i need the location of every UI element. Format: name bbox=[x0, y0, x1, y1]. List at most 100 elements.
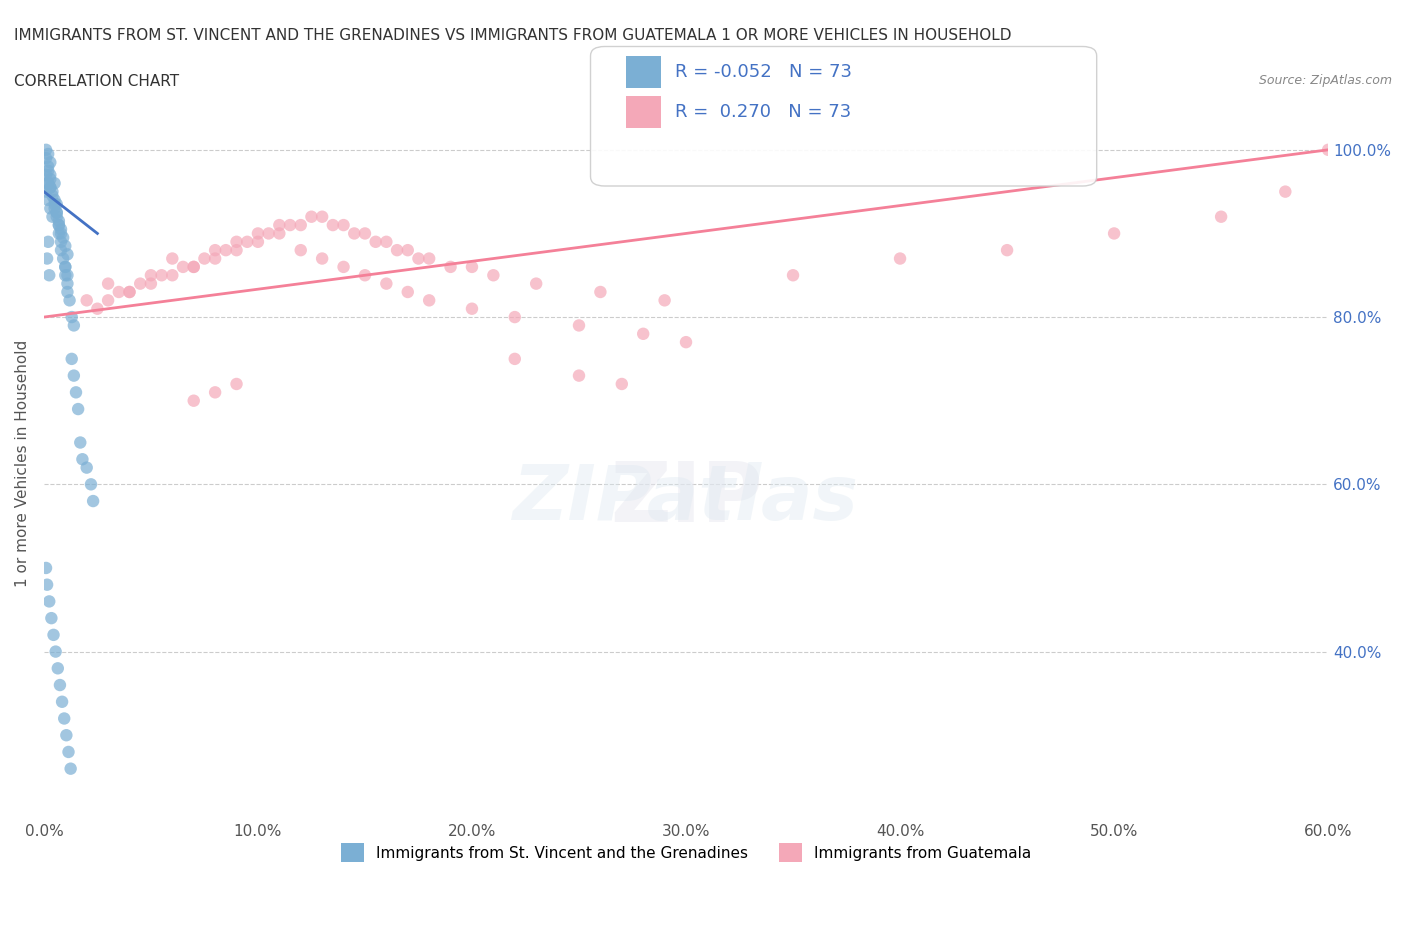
Point bbox=[118, 285, 141, 299]
Point bbox=[45, 206, 67, 220]
Point bbox=[107, 285, 129, 299]
Point bbox=[322, 218, 344, 232]
Point bbox=[236, 234, 259, 249]
Point bbox=[139, 268, 162, 283]
Point bbox=[461, 259, 484, 274]
Point bbox=[364, 234, 387, 249]
Point bbox=[52, 231, 75, 246]
Point bbox=[60, 310, 83, 325]
Point bbox=[48, 226, 70, 241]
Text: Source: ZipAtlas.com: Source: ZipAtlas.com bbox=[1258, 74, 1392, 87]
Point bbox=[44, 193, 66, 207]
Point bbox=[183, 393, 205, 408]
Point bbox=[48, 214, 70, 229]
Text: ZIP: ZIP bbox=[610, 458, 762, 539]
Point bbox=[41, 611, 63, 626]
Point bbox=[49, 234, 72, 249]
Point bbox=[65, 385, 87, 400]
Point bbox=[631, 326, 654, 341]
Point bbox=[290, 243, 312, 258]
Point bbox=[343, 226, 366, 241]
Point bbox=[439, 259, 461, 274]
Point bbox=[482, 268, 505, 283]
Point bbox=[418, 251, 440, 266]
Point bbox=[39, 201, 62, 216]
Text: ZIPatlas: ZIPatlas bbox=[513, 462, 859, 536]
Point bbox=[56, 268, 79, 283]
Point bbox=[385, 243, 408, 258]
Legend: Immigrants from St. Vincent and the Grenadines, Immigrants from Guatemala: Immigrants from St. Vincent and the Gren… bbox=[335, 837, 1038, 868]
Point bbox=[311, 209, 333, 224]
Point bbox=[35, 578, 58, 592]
Point bbox=[39, 180, 62, 195]
Point bbox=[45, 644, 67, 659]
Point bbox=[183, 259, 205, 274]
Point bbox=[269, 218, 291, 232]
Point bbox=[41, 189, 63, 204]
Point bbox=[37, 164, 59, 179]
Point bbox=[396, 285, 419, 299]
Point bbox=[37, 234, 59, 249]
Point bbox=[37, 193, 59, 207]
Point bbox=[80, 477, 103, 492]
Point bbox=[503, 310, 526, 325]
Point bbox=[995, 243, 1018, 258]
Point bbox=[35, 151, 58, 166]
Point bbox=[53, 239, 76, 254]
Point bbox=[49, 243, 72, 258]
Point bbox=[67, 402, 90, 417]
Point bbox=[1102, 226, 1125, 241]
Point bbox=[396, 243, 419, 258]
Point bbox=[172, 259, 194, 274]
Point bbox=[782, 268, 804, 283]
Point bbox=[332, 218, 354, 232]
Point bbox=[118, 285, 141, 299]
Point bbox=[225, 234, 247, 249]
Y-axis label: 1 or more Vehicles in Household: 1 or more Vehicles in Household bbox=[15, 339, 30, 587]
Point bbox=[56, 276, 79, 291]
Point bbox=[44, 197, 66, 212]
Point bbox=[204, 385, 226, 400]
Point bbox=[53, 259, 76, 274]
Text: R = -0.052   N = 73: R = -0.052 N = 73 bbox=[675, 63, 852, 81]
Point bbox=[1211, 209, 1233, 224]
Point bbox=[41, 209, 63, 224]
Point bbox=[35, 184, 58, 199]
Point bbox=[39, 155, 62, 170]
Point bbox=[568, 318, 591, 333]
Point bbox=[183, 259, 205, 274]
Point bbox=[53, 711, 76, 726]
Point bbox=[49, 226, 72, 241]
Point bbox=[38, 594, 60, 609]
Point bbox=[215, 243, 238, 258]
Point bbox=[461, 301, 484, 316]
Point bbox=[63, 368, 86, 383]
Point bbox=[354, 226, 377, 241]
Point bbox=[354, 268, 377, 283]
Point bbox=[51, 695, 73, 710]
Point bbox=[53, 259, 76, 274]
Point bbox=[58, 293, 80, 308]
Point bbox=[48, 218, 70, 232]
Point bbox=[654, 293, 676, 308]
Point bbox=[1274, 184, 1296, 199]
Point bbox=[35, 251, 58, 266]
Point bbox=[246, 234, 269, 249]
Point bbox=[38, 268, 60, 283]
Point bbox=[45, 206, 67, 220]
Point bbox=[97, 276, 120, 291]
Point bbox=[408, 251, 430, 266]
Point bbox=[39, 167, 62, 182]
Point bbox=[46, 661, 69, 676]
Point bbox=[76, 460, 98, 475]
Point bbox=[41, 184, 63, 199]
Point bbox=[418, 293, 440, 308]
Point bbox=[82, 494, 104, 509]
Point bbox=[55, 728, 77, 743]
Point bbox=[225, 243, 247, 258]
Point bbox=[49, 222, 72, 237]
Point bbox=[524, 276, 547, 291]
Point bbox=[63, 318, 86, 333]
Point bbox=[58, 745, 80, 760]
Point bbox=[193, 251, 215, 266]
